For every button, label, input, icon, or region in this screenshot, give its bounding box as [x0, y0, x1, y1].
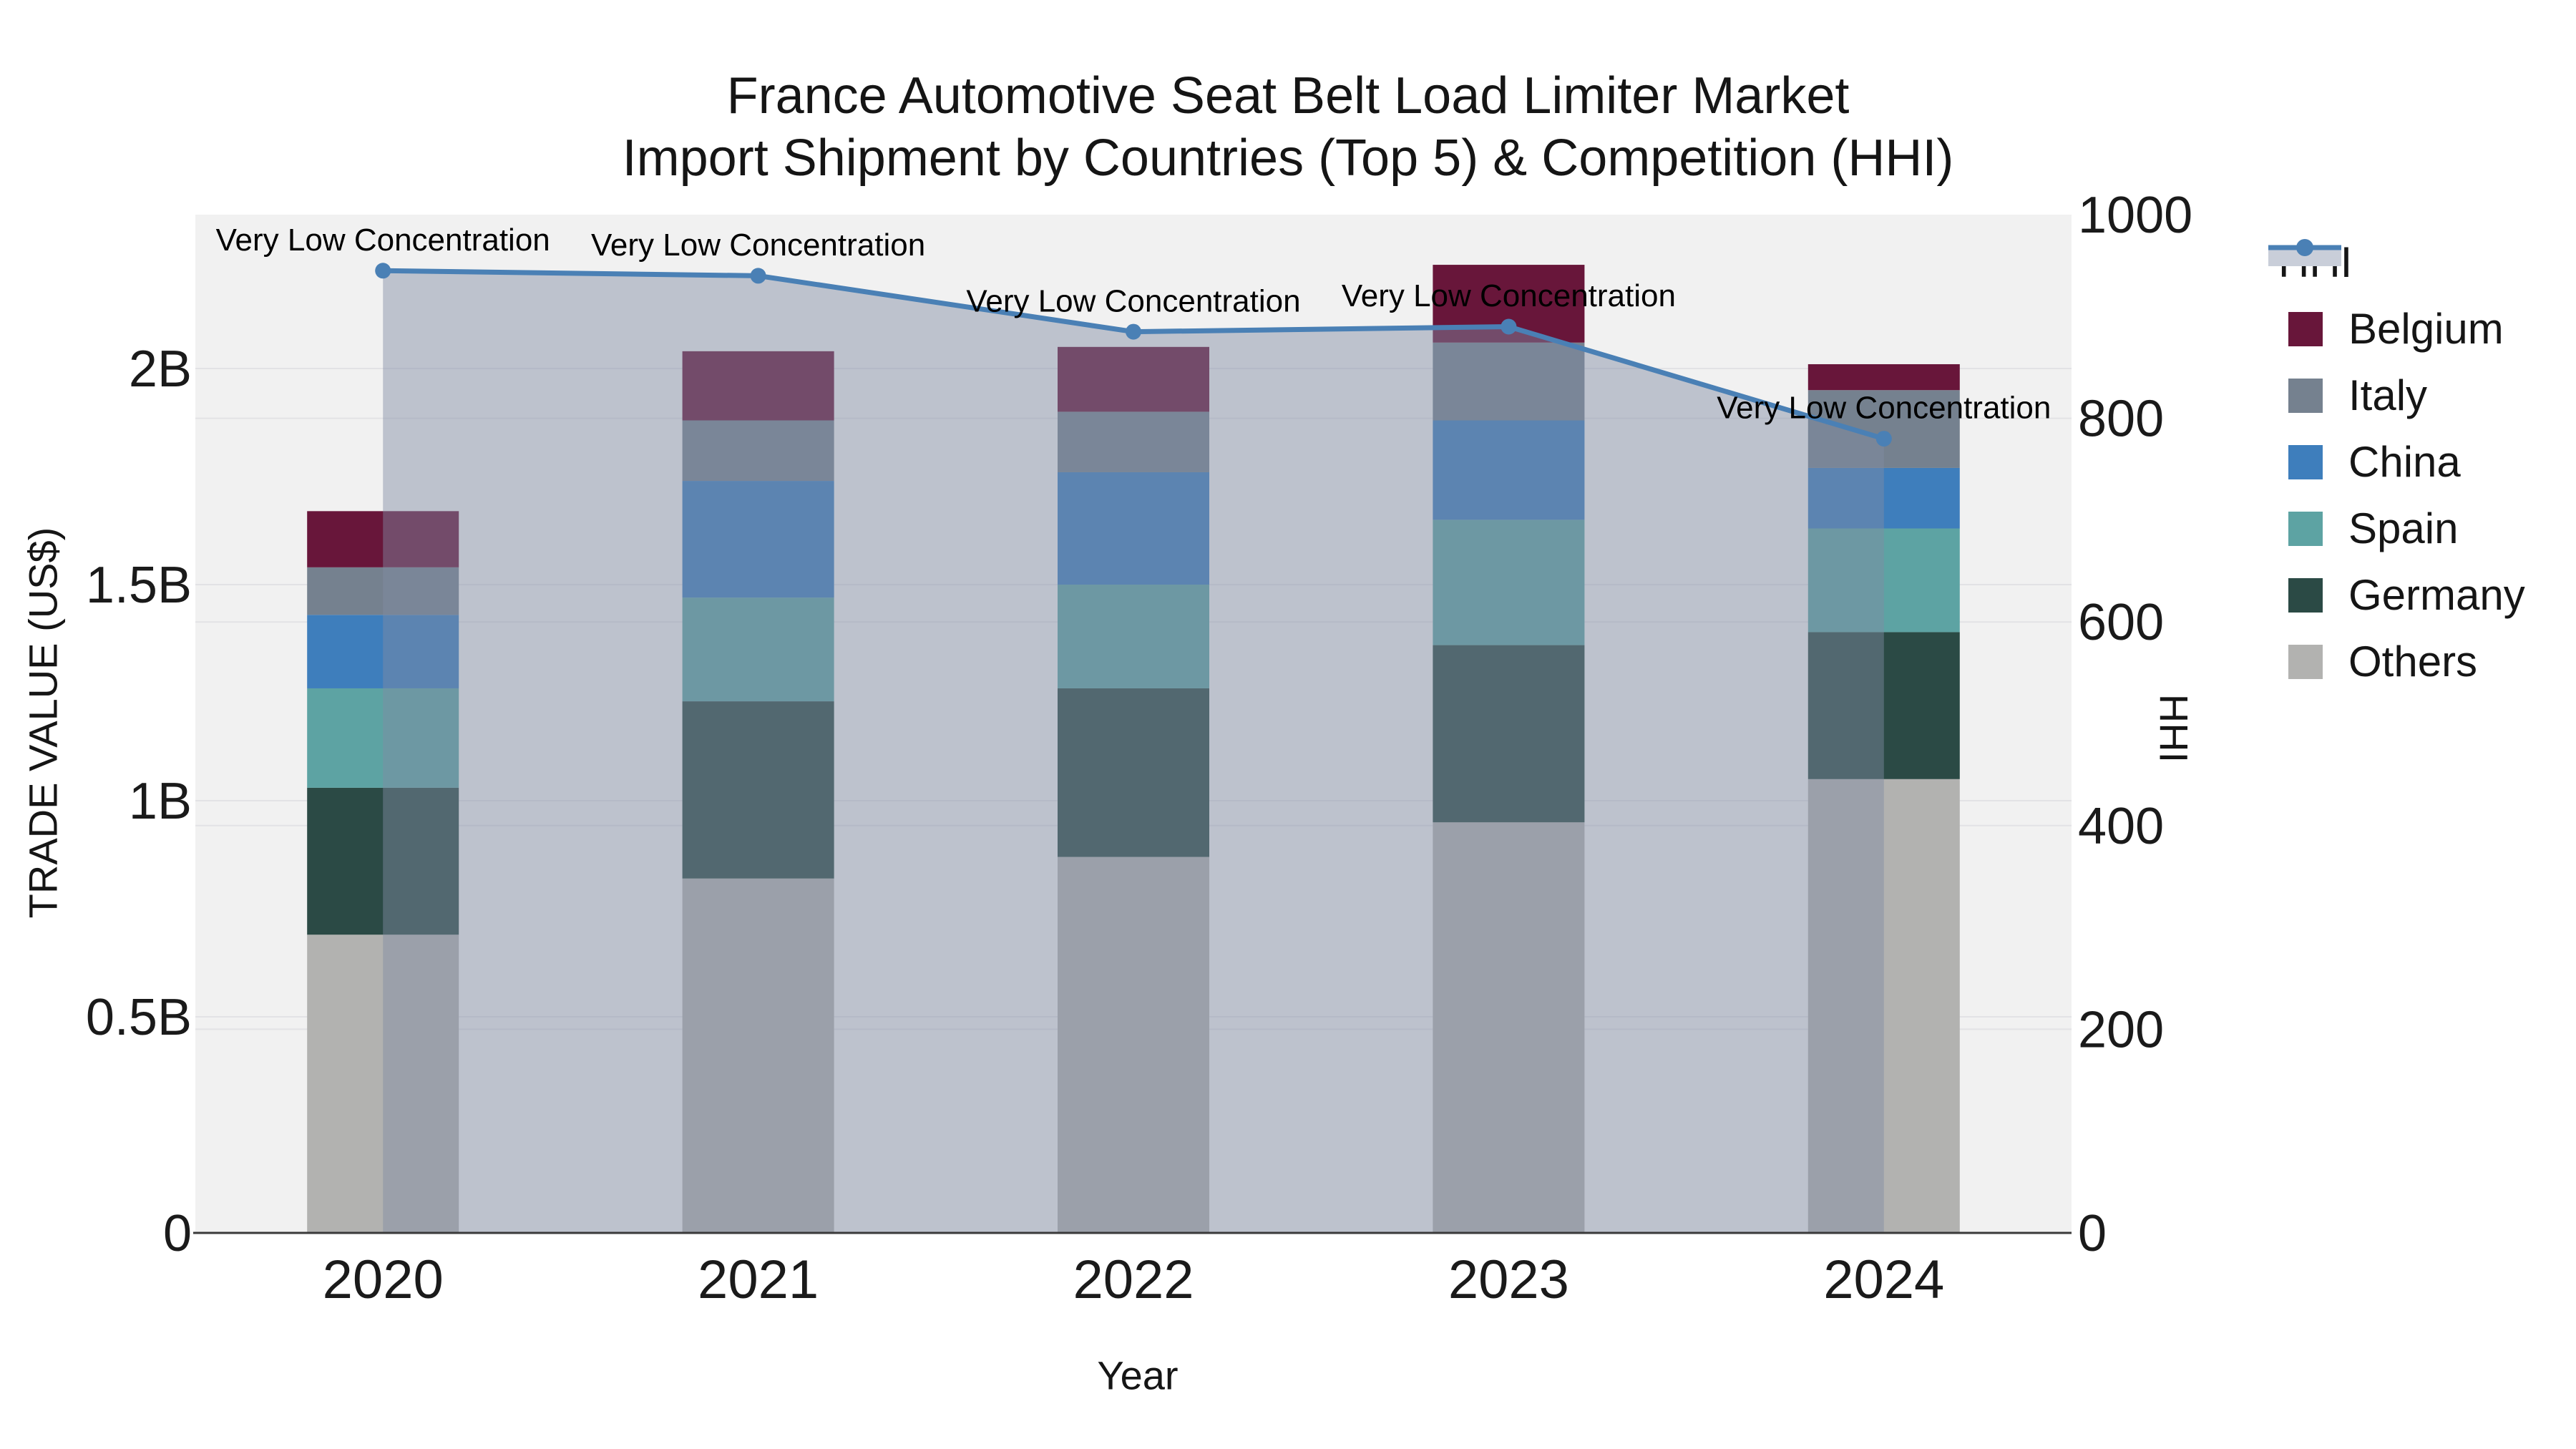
bar-segment-china-2020[interactable]	[307, 615, 459, 688]
bar-segment-others-2020[interactable]	[307, 935, 459, 1233]
bar-segment-belgium-2024[interactable]	[1807, 364, 1960, 391]
bar-segment-spain-2023[interactable]	[1433, 519, 1585, 645]
legend-label: Spain	[2348, 504, 2459, 552]
legend: HHI Belgium Italy China Spain Germany Ot…	[2268, 229, 2525, 695]
legend-item-germany[interactable]: Germany	[2268, 562, 2525, 628]
y-axis-title-right: HHI	[2151, 693, 2197, 763]
bar-segment-china-2022[interactable]	[1058, 472, 1209, 585]
bar-segment-others-2021[interactable]	[682, 878, 834, 1233]
bar-segment-italy-2020[interactable]	[307, 567, 459, 615]
y-right-tick-800: 800	[2078, 391, 2164, 448]
legend-label: Belgium	[2348, 305, 2504, 353]
y-right-tick-400: 400	[2078, 798, 2164, 855]
hhi-area-fill	[383, 270, 1884, 1233]
y-left-tick-1B: 1B	[129, 773, 192, 830]
legend-item-hhi[interactable]: HHI	[2268, 229, 2525, 296]
legend-item-others[interactable]: Others	[2268, 628, 2525, 695]
annotation-2021: Very Low Concentration	[591, 228, 925, 263]
hhi-marker-2024[interactable]	[1875, 431, 1892, 447]
hhi-marker-2022[interactable]	[1126, 323, 1141, 340]
bar-segment-others-2022[interactable]	[1058, 857, 1209, 1233]
y-right-tick-200: 200	[2078, 1001, 2164, 1058]
bar-segment-belgium-2021[interactable]	[682, 351, 834, 421]
bar-segment-belgium-2020[interactable]	[307, 511, 459, 567]
annotation-2023: Very Low Concentration	[1342, 278, 1676, 313]
y-left-tick-0.5B: 0.5B	[86, 989, 192, 1046]
bar-segment-spain-2021[interactable]	[682, 597, 834, 702]
x-tick-2024[interactable]: 2024	[1823, 1249, 1944, 1310]
spain-swatch-icon	[2288, 511, 2323, 546]
y-right-tick-0: 0	[2078, 1205, 2107, 1262]
bar-segment-others-2023[interactable]	[1433, 822, 1585, 1233]
bar-segment-germany-2023[interactable]	[1433, 645, 1585, 823]
legend-label: Others	[2348, 638, 2478, 686]
bar-segment-belgium-2022[interactable]	[1058, 346, 1209, 412]
bar-segment-china-2021[interactable]	[682, 481, 834, 598]
bar-segment-germany-2020[interactable]	[307, 787, 459, 935]
legend-label: Germany	[2348, 571, 2525, 619]
annotation-2024: Very Low Concentration	[1717, 391, 2051, 426]
others-swatch-icon	[2288, 644, 2323, 679]
bar-segment-italy-2024[interactable]	[1807, 390, 1960, 468]
bar-segment-spain-2020[interactable]	[307, 688, 459, 788]
legend-item-belgium[interactable]: Belgium	[2268, 296, 2525, 362]
y-axis-title-left: TRADE VALUE (US$)	[20, 527, 66, 919]
legend-label: China	[2348, 438, 2461, 486]
italy-swatch-icon	[2288, 378, 2323, 413]
belgium-swatch-icon	[2288, 311, 2323, 346]
bar-segment-germany-2022[interactable]	[1058, 688, 1209, 857]
bar-segment-italy-2021[interactable]	[682, 420, 834, 482]
x-tick-2022[interactable]: 2022	[1073, 1249, 1194, 1310]
bar-segment-china-2024[interactable]	[1807, 467, 1960, 529]
legend-item-spain[interactable]: Spain	[2268, 495, 2525, 562]
x-axis-title: Year	[1097, 1352, 1179, 1398]
hhi-line-icon	[2268, 239, 2341, 266]
bar-segment-spain-2022[interactable]	[1058, 585, 1209, 688]
bar-segment-others-2024[interactable]	[1807, 779, 1960, 1233]
chart-title-line2: Import Shipment by Countries (Top 5) & C…	[622, 130, 1954, 187]
y-left-tick-0: 0	[163, 1205, 192, 1262]
bar-segment-italy-2022[interactable]	[1058, 411, 1209, 472]
bar-segment-spain-2024[interactable]	[1807, 528, 1960, 633]
legend-item-china[interactable]: China	[2268, 429, 2525, 495]
bar-segment-italy-2023[interactable]	[1433, 342, 1585, 421]
x-tick-2020[interactable]: 2020	[323, 1249, 444, 1310]
y-right-tick-1000: 1000	[2078, 187, 2192, 244]
bar-segment-germany-2024[interactable]	[1807, 632, 1960, 779]
chart-title: France Automotive Seat Belt Load Limiter…	[0, 65, 2576, 190]
bar-segment-germany-2021[interactable]	[682, 701, 834, 879]
annotation-2022: Very Low Concentration	[966, 283, 1300, 318]
legend-item-italy[interactable]: Italy	[2268, 362, 2525, 429]
hhi-marker-2023[interactable]	[1501, 318, 1517, 335]
bar-segment-china-2023[interactable]	[1433, 420, 1585, 520]
y-left-tick-2B: 2B	[129, 341, 192, 398]
x-tick-2023[interactable]: 2023	[1448, 1249, 1569, 1310]
chart-title-line1: France Automotive Seat Belt Load Limiter…	[726, 67, 1850, 125]
annotation-2020: Very Low Concentration	[216, 223, 550, 258]
legend-label: Italy	[2348, 371, 2428, 419]
china-swatch-icon	[2288, 444, 2323, 479]
germany-swatch-icon	[2288, 577, 2323, 613]
hhi-marker-2021[interactable]	[750, 268, 766, 284]
x-tick-2021[interactable]: 2021	[698, 1249, 819, 1310]
hhi-marker-2020[interactable]	[375, 263, 391, 279]
y-left-tick-1.5B: 1.5B	[86, 557, 192, 614]
y-right-tick-600: 600	[2078, 594, 2164, 651]
